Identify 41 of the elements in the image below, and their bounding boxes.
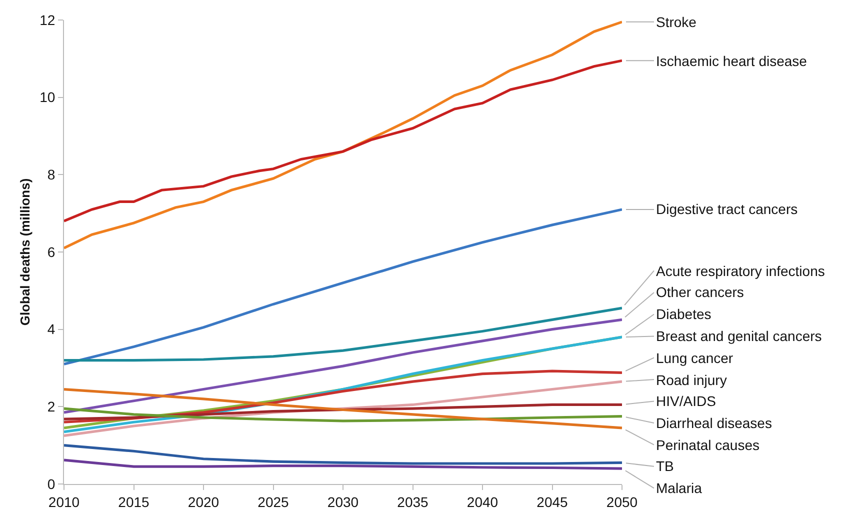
text: Lung cancer — [656, 350, 734, 366]
line-series — [64, 20, 622, 250]
x-tick-label: 2040 — [466, 494, 498, 510]
text: Breast and genital cancers — [656, 328, 822, 344]
y-tick-label: 8 — [47, 166, 56, 183]
text: Acute respiratory infections — [656, 263, 825, 279]
y-tick-label: 2 — [47, 398, 56, 415]
line-series — [64, 407, 622, 422]
x-tick-label: 2030 — [327, 494, 359, 510]
text: Perinatal causes — [656, 437, 760, 453]
text: Other cancers — [656, 284, 744, 300]
text: HIV/AIDS — [656, 393, 716, 409]
line-series — [64, 318, 622, 414]
line-series — [64, 444, 622, 465]
text: TB — [656, 458, 674, 474]
text: Diarrheal diseases — [656, 415, 772, 431]
x-tick-label: 2025 — [258, 494, 290, 510]
text: Road injury — [656, 372, 727, 388]
y-tick-label: 10 — [40, 89, 56, 106]
x-tick-label: 2045 — [536, 494, 568, 510]
text: Ischaemic heart disease — [656, 53, 808, 69]
text: Malaria — [656, 480, 702, 496]
y-tick-label: 6 — [47, 244, 56, 260]
line-series — [64, 59, 622, 222]
line-series — [64, 208, 622, 366]
y-tick-label: 12 — [40, 12, 56, 28]
y-axis-title: Global deaths (millions) — [18, 178, 33, 326]
text: Digestive tract cancers — [656, 201, 798, 217]
line-series — [64, 388, 622, 430]
x-tick-label: 2020 — [188, 494, 220, 510]
text: Stroke — [656, 14, 697, 30]
line-series — [64, 458, 622, 470]
x-tick-label: 2035 — [397, 494, 429, 510]
x-tick-label: 2010 — [48, 494, 80, 510]
text: Diabetes — [656, 306, 712, 322]
line-series — [64, 306, 622, 362]
x-tick-label: 2015 — [118, 494, 150, 510]
x-tick-label: 2050 — [606, 494, 638, 510]
y-tick-label: 0 — [47, 476, 56, 492]
line-series — [64, 403, 622, 420]
y-tick-label: 4 — [47, 321, 56, 338]
